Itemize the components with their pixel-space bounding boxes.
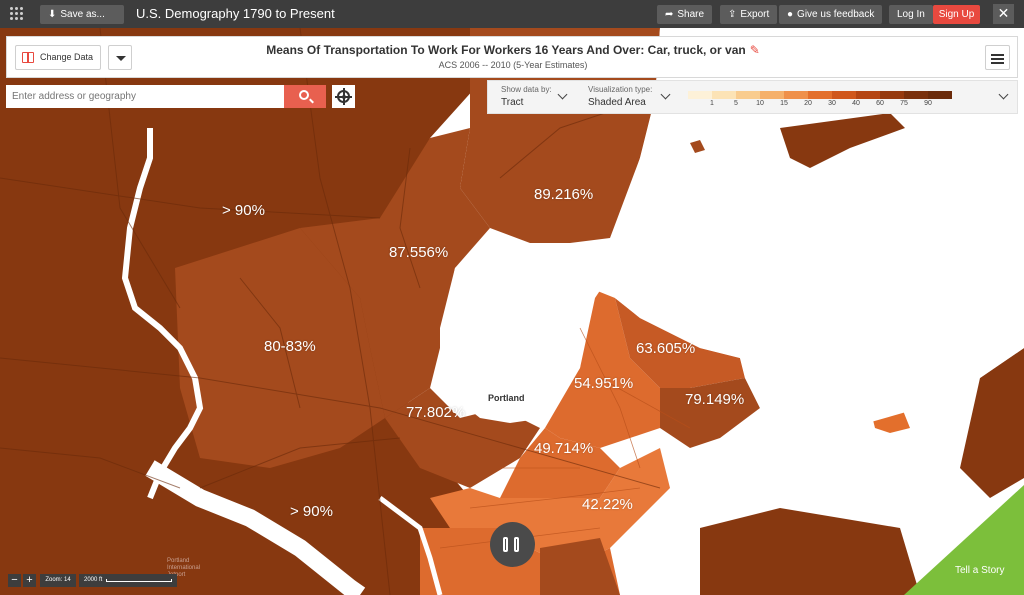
map-controls-panel: Show data by: Tract Visualization type: … bbox=[487, 80, 1018, 114]
edit-pencil-icon[interactable]: ✎ bbox=[749, 43, 760, 57]
legend-swatch[interactable] bbox=[760, 91, 784, 99]
legend-tick-label: 60 bbox=[876, 100, 884, 107]
legend-expand-chevron-icon[interactable] bbox=[998, 89, 1009, 100]
change-data-button[interactable]: Change Data bbox=[15, 45, 101, 70]
show-data-select[interactable]: Tract bbox=[501, 97, 524, 108]
chat-bubble-icon: ● bbox=[787, 9, 794, 20]
tract-east-hill bbox=[615, 298, 745, 388]
tract-label-west: 80-83% bbox=[264, 338, 316, 355]
legend-tick-label: 5 bbox=[734, 100, 738, 107]
chevron-down-icon[interactable] bbox=[660, 89, 671, 100]
book-icon bbox=[22, 52, 34, 63]
search-icon bbox=[299, 90, 309, 100]
tell-a-story-label[interactable]: Tell a Story bbox=[955, 565, 1005, 576]
tract-label-northwest: > 90% bbox=[222, 202, 265, 219]
map-canvas[interactable] bbox=[0, 28, 1024, 595]
top-bar: ⬇ Save as... U.S. Demography 1790 to Pres… bbox=[0, 0, 1024, 28]
minor-roads bbox=[439, 327, 691, 549]
legend-tick-label: 20 bbox=[804, 100, 812, 107]
islet-2 bbox=[690, 140, 705, 153]
legend-swatch[interactable] bbox=[832, 91, 856, 99]
export-icon: ⇪ bbox=[728, 9, 737, 20]
legend-swatch[interactable] bbox=[736, 91, 760, 99]
city-label-portland: Portland bbox=[488, 393, 525, 403]
close-icon[interactable]: ✕ bbox=[993, 4, 1014, 24]
zoom-out-button[interactable]: − bbox=[8, 574, 21, 587]
tract-southeast-dark bbox=[540, 538, 620, 595]
tract-label-north: 89.216% bbox=[534, 186, 594, 203]
tract-label-south: 42.22% bbox=[582, 496, 633, 513]
back-cove-water bbox=[440, 243, 605, 423]
tract-label-southwest: > 90% bbox=[290, 503, 333, 520]
map-subtitle: ACS 2006 -- 2010 (5-Year Estimates) bbox=[438, 60, 588, 70]
fore-river-2 bbox=[378, 496, 443, 595]
fore-river bbox=[145, 460, 366, 595]
legend-tick-label: 10 bbox=[756, 100, 764, 107]
legend-swatch[interactable] bbox=[808, 91, 832, 99]
scale-bar: 2000 ft bbox=[79, 574, 177, 587]
land-east-right bbox=[960, 348, 1024, 498]
hamburger-menu-icon[interactable] bbox=[985, 45, 1010, 70]
search-button[interactable] bbox=[284, 85, 326, 108]
tract-label-east-hill: 63.605% bbox=[636, 340, 696, 357]
tell-a-story-corner[interactable] bbox=[904, 485, 1024, 595]
legend-swatch[interactable] bbox=[928, 91, 952, 99]
feedback-button[interactable]: ● Give us feedback bbox=[779, 5, 883, 24]
choropleth-map[interactable]: > 90% 89.216% 87.556% 80-83% 63.605% 54.… bbox=[0, 28, 1024, 595]
tract-label-central: 77.802% bbox=[406, 404, 466, 421]
legend-tick-label: 90 bbox=[924, 100, 932, 107]
legend-color-bar[interactable] bbox=[688, 91, 952, 99]
tract-label-north-central: 87.556% bbox=[389, 244, 449, 261]
tract-far-east bbox=[660, 378, 760, 448]
share-button[interactable]: ➦ Share bbox=[657, 5, 713, 24]
tract-label-east-central: 54.951% bbox=[574, 375, 634, 392]
legend-tick-label: 30 bbox=[828, 100, 836, 107]
legend-tick-label: 1 bbox=[710, 100, 714, 107]
tract-label-downtown: 49.714% bbox=[534, 440, 594, 457]
legend-swatch[interactable] bbox=[784, 91, 808, 99]
map-header: Change Data Means Of Transportation To W… bbox=[6, 36, 1018, 78]
legend-swatch[interactable] bbox=[904, 91, 928, 99]
legend-tick-label: 75 bbox=[900, 100, 908, 107]
tract-east-central bbox=[545, 288, 660, 448]
show-data-label: Show data by: bbox=[501, 85, 552, 94]
download-icon: ⬇ bbox=[48, 9, 57, 20]
viz-type-select[interactable]: Shaded Area bbox=[588, 97, 646, 108]
river-west bbox=[121, 128, 204, 500]
viz-type-label: Visualization type: bbox=[588, 85, 653, 94]
legend-swatch[interactable] bbox=[712, 91, 736, 99]
land-southeast bbox=[700, 508, 920, 595]
island-ne-2 bbox=[780, 113, 905, 168]
tract-south bbox=[430, 448, 670, 568]
legend-tick-label: 15 bbox=[780, 100, 788, 107]
login-button[interactable]: Log In bbox=[889, 5, 933, 24]
locate-button[interactable] bbox=[332, 85, 355, 108]
zoom-in-button[interactable]: + bbox=[23, 574, 36, 587]
casco-bay bbox=[610, 28, 1024, 428]
data-dropdown-button[interactable] bbox=[108, 45, 132, 70]
tract-north-central bbox=[300, 128, 490, 418]
chevron-down-icon[interactable] bbox=[557, 89, 568, 100]
share-icon: ➦ bbox=[665, 9, 674, 20]
tract-west bbox=[175, 228, 385, 468]
legend-swatch[interactable] bbox=[856, 91, 880, 99]
crosshair-icon bbox=[337, 90, 350, 103]
map-title: Means Of Transportation To Work For Work… bbox=[266, 43, 760, 57]
legend-swatch[interactable] bbox=[688, 91, 712, 99]
legend-tick-label: 40 bbox=[852, 100, 860, 107]
export-button[interactable]: ⇪ Export bbox=[720, 5, 778, 24]
search-input[interactable] bbox=[6, 85, 284, 108]
save-as-button[interactable]: ⬇ Save as... bbox=[40, 5, 124, 24]
apps-grid-icon[interactable] bbox=[10, 7, 24, 21]
tract-label-far-east: 79.149% bbox=[685, 391, 745, 408]
app-title: U.S. Demography 1790 to Present bbox=[136, 6, 335, 21]
tract-downtown bbox=[500, 428, 620, 498]
legend-swatch[interactable] bbox=[880, 91, 904, 99]
signup-button[interactable]: Sign Up bbox=[933, 5, 980, 24]
zoom-level-label: Zoom: 14 bbox=[40, 574, 76, 587]
compare-slider-button[interactable] bbox=[490, 522, 535, 567]
